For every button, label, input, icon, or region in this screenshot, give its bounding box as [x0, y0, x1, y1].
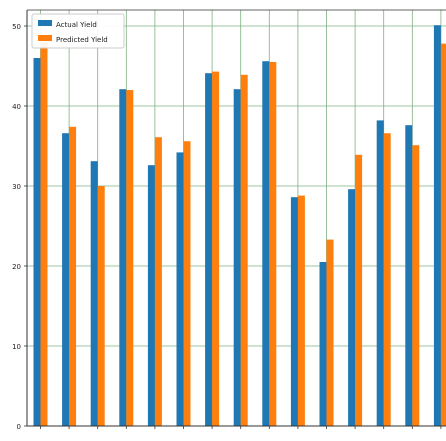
legend-swatch-actual	[38, 20, 52, 26]
bar-actual-yield	[205, 73, 212, 426]
bar-actual-yield	[148, 165, 155, 426]
bar-predicted-yield	[98, 186, 105, 426]
bar-predicted-yield	[155, 137, 162, 426]
legend: Actual Yield Predicted Yield	[32, 14, 124, 48]
bar-predicted-yield	[69, 127, 76, 426]
bar-actual-yield	[262, 61, 269, 426]
bar-predicted-yield	[41, 42, 48, 426]
bar-actual-yield	[177, 152, 184, 426]
legend-label-actual: Actual Yield	[56, 21, 97, 29]
bar-actual-yield	[320, 262, 327, 426]
y-tick-label: 40	[12, 103, 21, 111]
bar-predicted-yield	[212, 72, 219, 426]
y-tick-label: 30	[12, 183, 21, 191]
bar-predicted-yield	[184, 141, 191, 426]
bar-predicted-yield	[412, 145, 419, 426]
y-tick-label: 50	[12, 23, 21, 31]
bar-predicted-yield	[269, 62, 276, 426]
bar-actual-yield	[377, 120, 384, 426]
bar-actual-yield	[91, 161, 98, 426]
bar-actual-yield	[34, 58, 41, 426]
y-tick-label: 0	[17, 423, 21, 431]
bar-predicted-yield	[327, 240, 334, 426]
bar-actual-yield	[405, 125, 412, 426]
y-tick-label: 20	[12, 263, 21, 271]
bar-predicted-yield	[355, 155, 362, 426]
bar-actual-yield	[291, 197, 298, 426]
bar-actual-yield	[62, 133, 69, 426]
bar-actual-yield	[348, 189, 355, 426]
bar-predicted-yield	[384, 133, 391, 426]
bar-predicted-yield	[241, 75, 248, 426]
bar-actual-yield	[234, 89, 241, 426]
legend-label-predicted: Predicted Yield	[56, 36, 108, 44]
legend-swatch-predicted	[38, 35, 52, 41]
y-tick-label: 10	[12, 343, 21, 351]
bar-predicted-yield	[441, 44, 446, 426]
bar-predicted-yield	[126, 90, 133, 426]
bar-predicted-yield	[298, 196, 305, 426]
bar-actual-yield	[119, 89, 126, 426]
bar-actual-yield	[434, 25, 441, 426]
